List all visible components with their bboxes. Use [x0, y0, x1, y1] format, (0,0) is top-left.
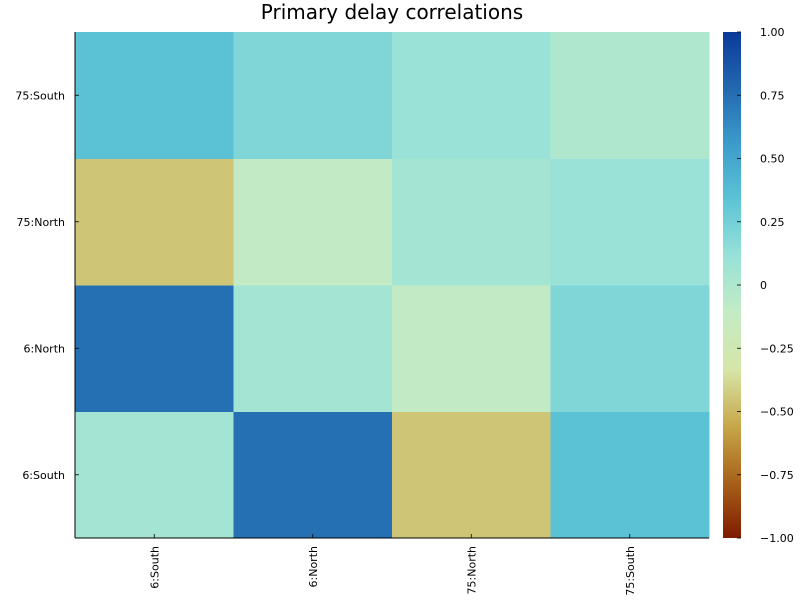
heatmap-cell-6-north-75-north	[392, 285, 551, 412]
heatmap-cell-75-south-6-south	[75, 32, 234, 159]
x-tick-label: 75:North	[465, 546, 478, 594]
x-tick-label: 75:South	[624, 546, 637, 596]
heatmap-cell-75-north-75-south	[550, 158, 710, 286]
colorbar: −1.00 −0.75 −0.50 −0.25 0 0.25 0.50 0.75 1.00	[723, 26, 794, 545]
heatmap-cell-6-south-75-south	[550, 411, 710, 539]
colorbar-tick-label: 0	[760, 279, 767, 292]
plot-axes	[74, 32, 709, 539]
chart-title: Primary delay correlations	[261, 0, 523, 24]
heatmap-cell-75-north-75-north	[392, 158, 551, 286]
heatmap-cell-75-south-6-north	[233, 32, 393, 159]
colorbar-tick-label: 0.25	[760, 216, 785, 229]
colorbar-tick-label: 1.00	[760, 26, 785, 39]
x-tick-label: 6:South	[148, 546, 161, 589]
colorbar-tick-label: −0.50	[760, 406, 794, 419]
y-tick-label: 75:North	[17, 216, 65, 229]
heatmap-cell-75-north-6-south	[75, 158, 234, 286]
y-tick-label: 6:South	[22, 469, 65, 482]
heatmap-cell-6-north-6-north	[233, 285, 393, 412]
heatmap-cell-75-north-6-north	[233, 158, 393, 286]
colorbar-tick-label: −0.75	[760, 469, 794, 482]
y-tick-label: 75:South	[15, 89, 65, 102]
y-tick-label: 6:North	[24, 342, 65, 355]
heatmap-cell-6-north-75-south	[550, 285, 710, 412]
colorbar-tick-label: 0.75	[760, 89, 785, 102]
colorbar-tick-label: 0.50	[760, 153, 785, 166]
heatmap-cell-75-south-75-south	[550, 32, 710, 159]
heatmap-cells	[75, 32, 710, 539]
colorbar-tick-label: −1.00	[760, 532, 794, 545]
x-tick-label: 6:North	[307, 546, 320, 587]
heatmap-cell-6-north-6-south	[75, 285, 234, 412]
heatmap-cell-6-south-6-north	[233, 411, 393, 539]
colorbar-tick-label: −0.25	[760, 342, 794, 355]
heatmap-cell-6-south-75-north	[392, 411, 551, 539]
y-tick-labels: 6:South 6:North 75:North 75:South	[15, 89, 79, 482]
x-tick-labels: 6:South 6:North 75:North 75:South	[148, 534, 637, 596]
heatmap-cell-6-south-6-south	[75, 411, 234, 539]
heatmap-cell-75-south-75-north	[392, 32, 551, 159]
colorbar-gradient	[723, 32, 741, 538]
